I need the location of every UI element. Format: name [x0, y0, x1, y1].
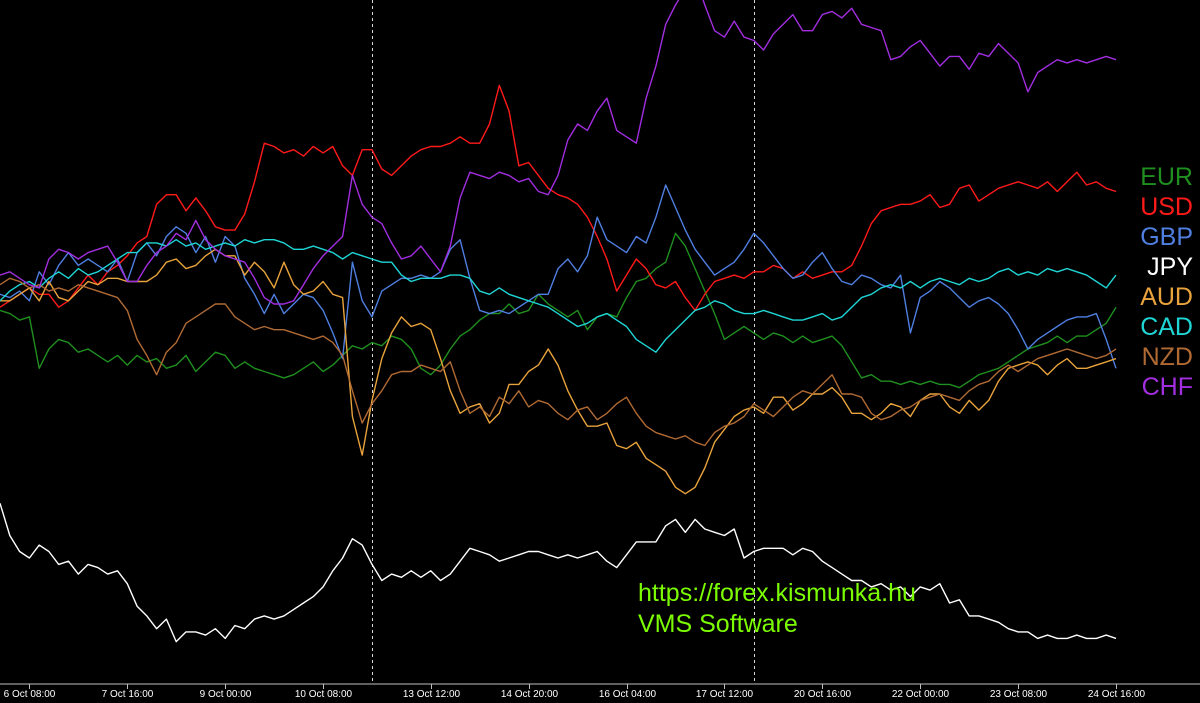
period-separators	[372, 0, 755, 684]
legend-entry-jpy: JPY	[1147, 253, 1193, 281]
watermark: https://forex.kismunka.hu VMS Software	[638, 579, 916, 638]
series-line-cad	[0, 238, 1117, 353]
watermark-url: https://forex.kismunka.hu	[638, 579, 916, 607]
x-tick-label: 6 Oct 08:00	[4, 689, 56, 700]
series-line-eur	[0, 232, 1117, 389]
x-tick-label: 20 Oct 16:00	[794, 689, 852, 700]
watermark-company: VMS Software	[638, 610, 798, 638]
x-tick-label: 16 Oct 04:00	[599, 689, 657, 700]
x-tick-label: 17 Oct 12:00	[696, 689, 754, 700]
series-line-usd	[0, 84, 1117, 312]
x-tick-label: 13 Oct 12:00	[403, 689, 461, 700]
x-tick-label: 22 Oct 00:00	[892, 689, 950, 700]
x-tick-label: 7 Oct 16:00	[102, 689, 154, 700]
series-line-chf	[0, 0, 1117, 305]
legend-entry-eur: EUR	[1140, 163, 1193, 191]
legend-entry-nzd: NZD	[1142, 343, 1193, 371]
series-lines	[0, 0, 1117, 643]
legend-entry-gbp: GBP	[1140, 223, 1193, 251]
series-line-nzd	[0, 277, 1117, 447]
series-line-aud	[0, 248, 1117, 495]
x-axis: 6 Oct 08:00 7 Oct 16:00 9 Oct 00:00 10 Oct …	[0, 683, 1200, 700]
series-line-gbp	[0, 184, 1117, 369]
x-tick-label: 9 Oct 00:00	[200, 689, 252, 700]
series-line-jpy	[0, 503, 1117, 643]
legend-entry-chf: CHF	[1142, 373, 1193, 401]
x-tick-label: 23 Oct 08:00	[990, 689, 1048, 700]
x-tick-label: 10 Oct 08:00	[295, 689, 353, 700]
x-tick-label: 24 Oct 16:00	[1088, 689, 1146, 700]
legend-entry-cad: CAD	[1140, 313, 1193, 341]
legend-entry-usd: USD	[1140, 193, 1193, 221]
x-tick-label: 14 Oct 20:00	[501, 689, 559, 700]
legend-entry-aud: AUD	[1140, 283, 1193, 311]
